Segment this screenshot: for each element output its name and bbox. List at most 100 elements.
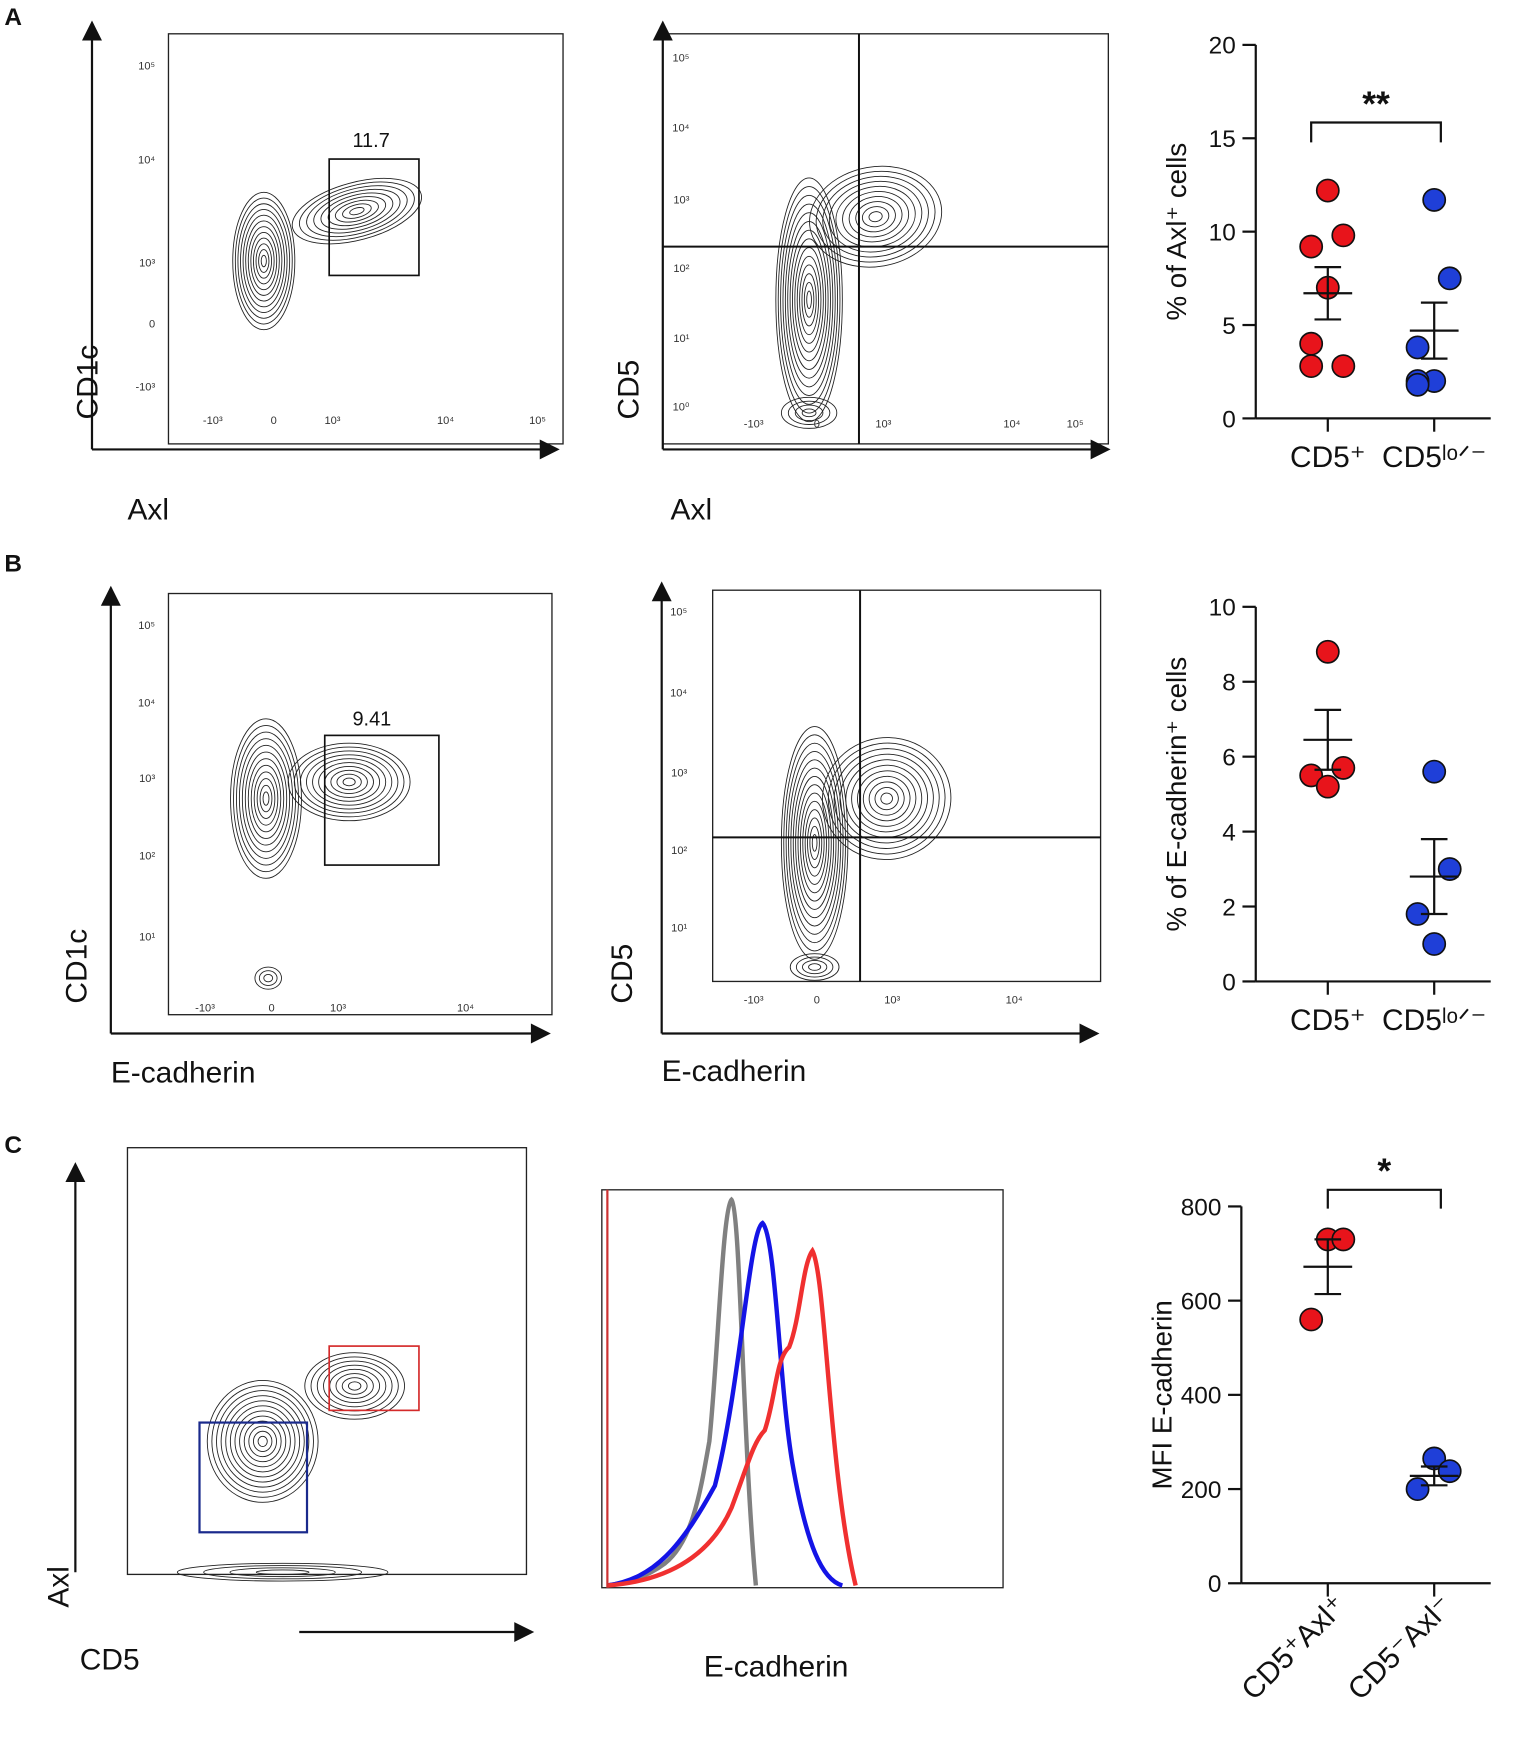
y-tick-label: 10¹ bbox=[139, 931, 155, 943]
x-tick-label: CD5⁻Axl⁻ bbox=[1342, 1589, 1459, 1706]
y-tick-label: 10⁰ bbox=[673, 402, 690, 414]
contour bbox=[809, 825, 820, 860]
contour bbox=[851, 764, 923, 833]
contour bbox=[242, 214, 285, 308]
contour bbox=[788, 751, 842, 935]
y-tick-label: 400 bbox=[1181, 1383, 1222, 1410]
x-tick-label: -10³ bbox=[744, 418, 764, 430]
contour bbox=[232, 191, 296, 331]
contour bbox=[245, 220, 283, 302]
contour bbox=[287, 742, 411, 822]
y-axis-label: % of Axl⁺ cells bbox=[1161, 143, 1192, 321]
contour bbox=[323, 1364, 387, 1408]
histogram-curves bbox=[601, 1189, 1004, 1589]
contour bbox=[327, 196, 387, 227]
contour bbox=[256, 778, 276, 819]
contour bbox=[240, 209, 288, 313]
significance-bracket bbox=[1310, 121, 1442, 143]
contour bbox=[801, 408, 817, 418]
contour bbox=[258, 249, 270, 273]
contour bbox=[206, 1380, 319, 1503]
contour bbox=[255, 1569, 310, 1575]
contour bbox=[801, 273, 817, 327]
contour bbox=[252, 237, 275, 285]
data-point bbox=[1315, 178, 1340, 203]
arrow-head bbox=[652, 20, 673, 41]
arrow-head bbox=[82, 20, 102, 41]
contour bbox=[324, 765, 374, 798]
x-tick-label: 10³ bbox=[330, 1002, 346, 1014]
x-tick-label: 10⁴ bbox=[1006, 995, 1023, 1007]
contour bbox=[803, 281, 815, 318]
contour bbox=[247, 226, 280, 296]
histogram-curve bbox=[607, 1220, 844, 1588]
arrow-head bbox=[651, 581, 672, 602]
y-tick-label: 0 bbox=[1222, 406, 1236, 433]
contour bbox=[795, 775, 835, 910]
gate bbox=[323, 734, 440, 866]
contour bbox=[234, 1410, 291, 1473]
contour bbox=[868, 781, 905, 816]
contour bbox=[792, 767, 837, 919]
gate bbox=[328, 1345, 420, 1412]
contour bbox=[789, 229, 829, 370]
contour bbox=[775, 177, 843, 423]
contour bbox=[329, 1368, 381, 1404]
contour bbox=[247, 758, 285, 839]
y-tick-label: 0 bbox=[1208, 1571, 1222, 1598]
x-tick-label: 10³ bbox=[875, 418, 891, 430]
arrow-head bbox=[100, 585, 121, 606]
contour bbox=[857, 770, 917, 827]
contour bbox=[833, 748, 940, 849]
gate-label: 9.41 bbox=[352, 708, 391, 730]
panel-letter: C bbox=[4, 1132, 22, 1159]
contour bbox=[342, 203, 372, 219]
contour bbox=[243, 1420, 282, 1463]
arrow-head bbox=[539, 439, 560, 460]
x-tick-label: -10³ bbox=[195, 1002, 215, 1014]
contour bbox=[241, 744, 291, 853]
contour bbox=[828, 180, 923, 253]
contour bbox=[815, 170, 936, 263]
contour bbox=[868, 211, 883, 223]
contour bbox=[335, 1373, 374, 1399]
y-tick-label: 10² bbox=[671, 845, 687, 857]
contour bbox=[777, 186, 841, 414]
x-axis-label: Axl bbox=[127, 493, 169, 526]
x-tick-label: 0 bbox=[271, 415, 277, 427]
x-tick-label: 0 bbox=[814, 995, 820, 1007]
contour bbox=[347, 1381, 362, 1391]
y-tick-label: 5 bbox=[1222, 313, 1236, 340]
error-bar bbox=[1314, 708, 1342, 771]
contour bbox=[780, 396, 838, 429]
contour bbox=[262, 791, 270, 806]
x-tick-label: CD5⁺Axl⁺ bbox=[1235, 1589, 1352, 1706]
contour bbox=[809, 165, 943, 268]
y-tick-label: 10⁵ bbox=[138, 60, 155, 72]
contour bbox=[248, 1425, 277, 1458]
contour bbox=[259, 784, 273, 813]
error-bar bbox=[1314, 266, 1342, 321]
contour bbox=[238, 738, 294, 859]
y-tick-label: 6 bbox=[1222, 745, 1236, 772]
contour bbox=[330, 769, 368, 795]
contour bbox=[794, 404, 824, 422]
x-tick-label: 10³ bbox=[324, 415, 340, 427]
y-tick-label: 10⁵ bbox=[670, 607, 687, 619]
contour bbox=[236, 731, 297, 866]
data-point bbox=[1405, 335, 1430, 360]
contour bbox=[806, 290, 812, 309]
y-tick-label: 10³ bbox=[139, 258, 155, 270]
contour bbox=[780, 726, 849, 960]
contour bbox=[291, 177, 422, 245]
contour bbox=[211, 1385, 314, 1498]
gate bbox=[198, 1421, 309, 1534]
arrow-head bbox=[530, 1023, 551, 1044]
contour bbox=[341, 1377, 368, 1395]
y-tick-label: 10⁵ bbox=[138, 620, 155, 632]
data-point bbox=[1299, 234, 1324, 259]
error-bar bbox=[1420, 837, 1448, 916]
histogram-curve bbox=[607, 1246, 858, 1588]
contour bbox=[237, 203, 291, 319]
